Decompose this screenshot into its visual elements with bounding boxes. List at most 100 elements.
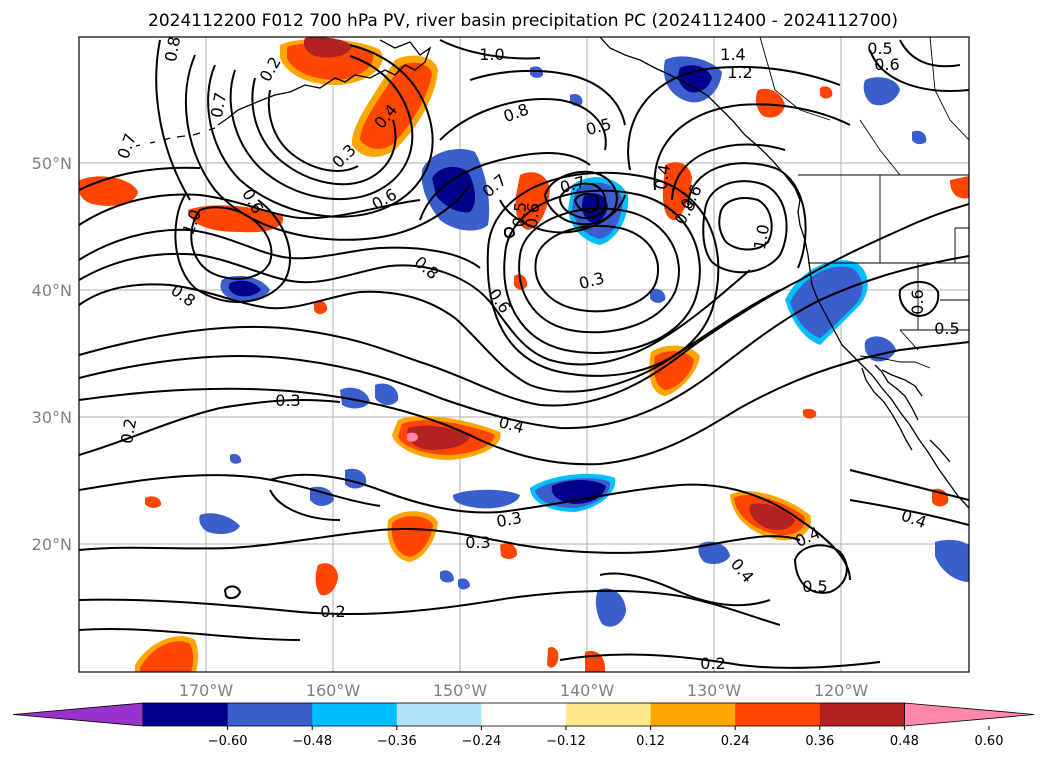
us-mexico-border	[859, 355, 931, 369]
borders	[759, 37, 969, 369]
colorbar-tick-label: −0.12	[546, 734, 586, 749]
map-frame	[78, 36, 970, 673]
pv-contour	[439, 98, 607, 151]
precip-positive-blob	[140, 641, 194, 672]
contour-label: 0.3	[275, 391, 300, 410]
pv-contour	[79, 627, 301, 641]
precip-negative-blob	[375, 383, 399, 406]
pv-contour	[869, 49, 969, 92]
precip-positive-blob	[749, 503, 795, 530]
colorbar-segment	[735, 703, 821, 726]
contour-label: 0.5	[802, 577, 827, 596]
pv-contour	[518, 207, 680, 334]
pv-contour	[653, 103, 851, 191]
precip-negative-blob	[340, 387, 370, 409]
pv-contour	[229, 55, 414, 201]
precip-positive-blob	[662, 162, 692, 221]
colorbar-tick-label: 0.36	[805, 734, 834, 749]
contour-label: 0.2	[320, 602, 345, 621]
colorbar: −0.60 −0.48 −0.36 −0.24 −0.12 0.12 0.24 0.36 0.4…	[12, 702, 1035, 749]
precip-positive-blob	[950, 176, 969, 199]
colorbar-segment	[312, 703, 398, 726]
precip-negative-blob	[698, 541, 730, 564]
colorbar-ticks: −0.60 −0.48 −0.36 −0.24 −0.12 0.12 0.24 0.36 0.4…	[208, 726, 1003, 749]
pv-contour	[79, 341, 969, 466]
contour-label: 1.2	[727, 63, 752, 82]
lat-label-40n: 40°N	[32, 281, 72, 300]
contour-label: 0.5	[509, 201, 530, 228]
precip-negative-blob	[230, 453, 242, 464]
precip-negative-blob	[912, 130, 927, 145]
contour-label: 0.5	[934, 319, 959, 338]
baja-california-coast	[861, 364, 919, 451]
pv-contour	[504, 226, 516, 238]
precip-shading	[79, 37, 969, 672]
precip-negative-blob	[678, 65, 712, 93]
pv-contour	[190, 206, 273, 280]
pv-contour	[439, 39, 541, 60]
precip-negative-blob	[595, 588, 626, 627]
alaska-coast	[217, 39, 432, 126]
pv-contour	[223, 585, 242, 600]
lon-label-140w: 140°W	[560, 681, 615, 700]
pv-contour	[267, 89, 359, 172]
colorbar-extend-min	[12, 702, 144, 727]
lat-label-30n: 30°N	[32, 408, 72, 427]
pv-contours	[79, 39, 969, 669]
contour-label: 0.4	[651, 163, 674, 191]
colorbar-tick-label: −0.48	[292, 734, 332, 749]
colorbar-segment	[650, 703, 736, 726]
pv-contour	[469, 69, 626, 126]
contour-label: 0.3	[495, 508, 523, 531]
colorbar-tick-label: −0.36	[377, 734, 417, 749]
contour-label: 0.5	[867, 39, 892, 58]
pv-contour	[793, 544, 848, 594]
precip-positive-blob	[407, 432, 418, 442]
pv-contour	[718, 197, 773, 251]
map-background	[79, 37, 969, 672]
pv-contour	[419, 152, 591, 221]
colorbar-segment	[481, 703, 567, 726]
contour-label: 0.2	[700, 654, 725, 673]
pv-contour	[79, 399, 341, 456]
colorbar-segments	[12, 702, 1035, 727]
colorbar-tick-label: 0.12	[636, 734, 665, 749]
pv-contour	[559, 653, 881, 669]
contour-label: 0.8	[161, 35, 184, 63]
pv-contour	[543, 170, 618, 226]
contour-label: 1.4	[720, 45, 745, 64]
pv-contour	[174, 194, 292, 303]
lon-label-160w: 160°W	[306, 681, 361, 700]
contour-label: 0.6	[522, 202, 543, 229]
pv-contour	[79, 255, 969, 430]
map-panel: 0.8 1.0 1.4 1.2 0.5 0.6 0.2 0.4 0.3 0.8 …	[78, 35, 970, 673]
canada-provinces	[759, 37, 969, 176]
precip-negative-blob	[458, 578, 470, 590]
pv-contour	[627, 65, 841, 171]
colorbar-tick-label: −0.60	[208, 734, 248, 749]
pv-contour	[534, 224, 660, 313]
inland-coast	[881, 369, 951, 463]
precip-positive-blob	[820, 86, 833, 99]
pv-contour	[79, 283, 781, 393]
pv-contour	[671, 143, 786, 201]
colorbar-tick-label: −0.24	[461, 734, 501, 749]
lon-label-130w: 130°W	[687, 681, 742, 700]
pv-contour	[503, 189, 701, 354]
precip-negative-blob	[790, 266, 863, 338]
precip-positive-blob	[314, 300, 328, 315]
pv-contour	[269, 473, 851, 581]
pv-contour	[687, 162, 807, 269]
precip-negative-blob	[530, 66, 544, 78]
precip-negative-blob	[440, 570, 454, 583]
contour-label: 0.6	[874, 55, 899, 74]
precip-positive-blob	[303, 37, 352, 58]
pacific-northwest-coast	[799, 224, 969, 509]
pv-contour	[599, 572, 771, 607]
pv-contour	[269, 489, 341, 521]
contour-label: 0.6	[908, 289, 927, 314]
colorbar-extend-max	[904, 702, 1035, 727]
pv-contour	[79, 252, 751, 366]
colorbar-tick-label: 0.24	[721, 734, 750, 749]
